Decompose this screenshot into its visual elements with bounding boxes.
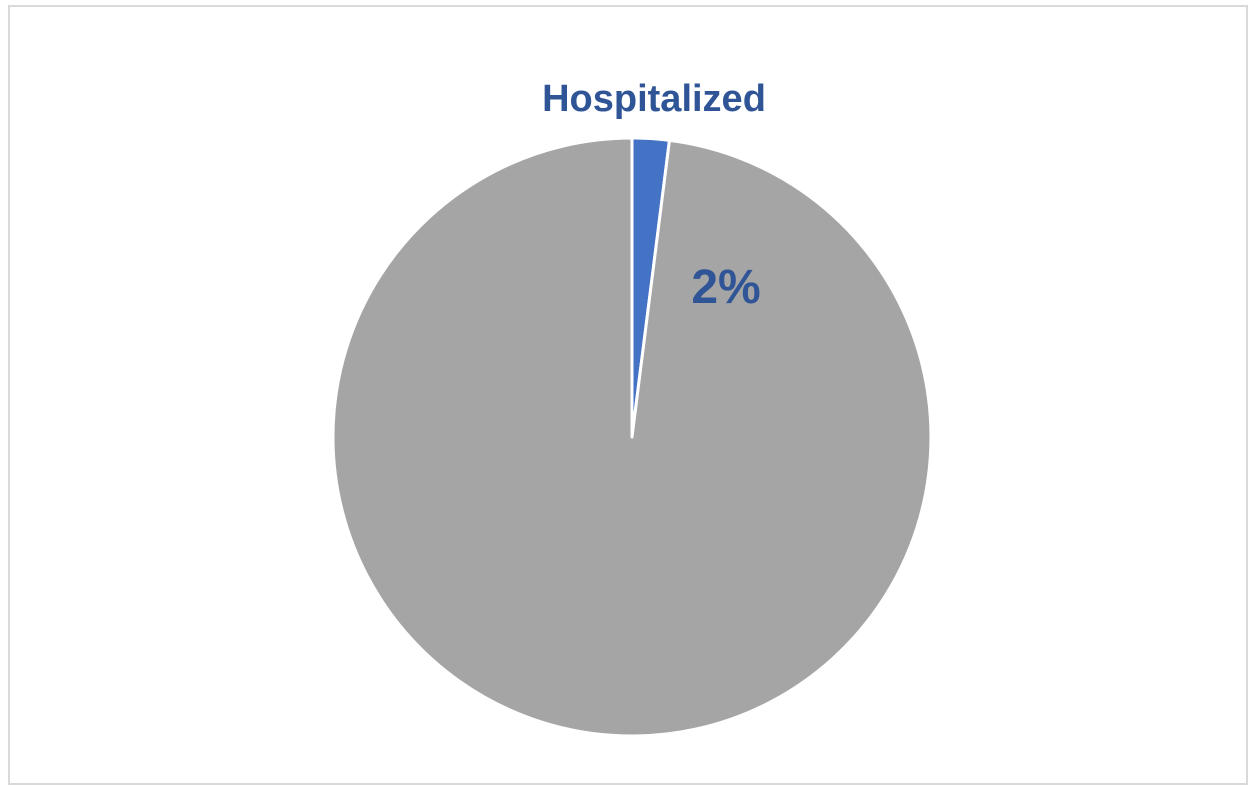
- pie-slices: [331, 136, 933, 738]
- slice-label-hospitalized: Hospitalized: [542, 78, 766, 120]
- data-label-hospitalized: 2%: [691, 261, 760, 314]
- pie-slice-other: [331, 136, 933, 738]
